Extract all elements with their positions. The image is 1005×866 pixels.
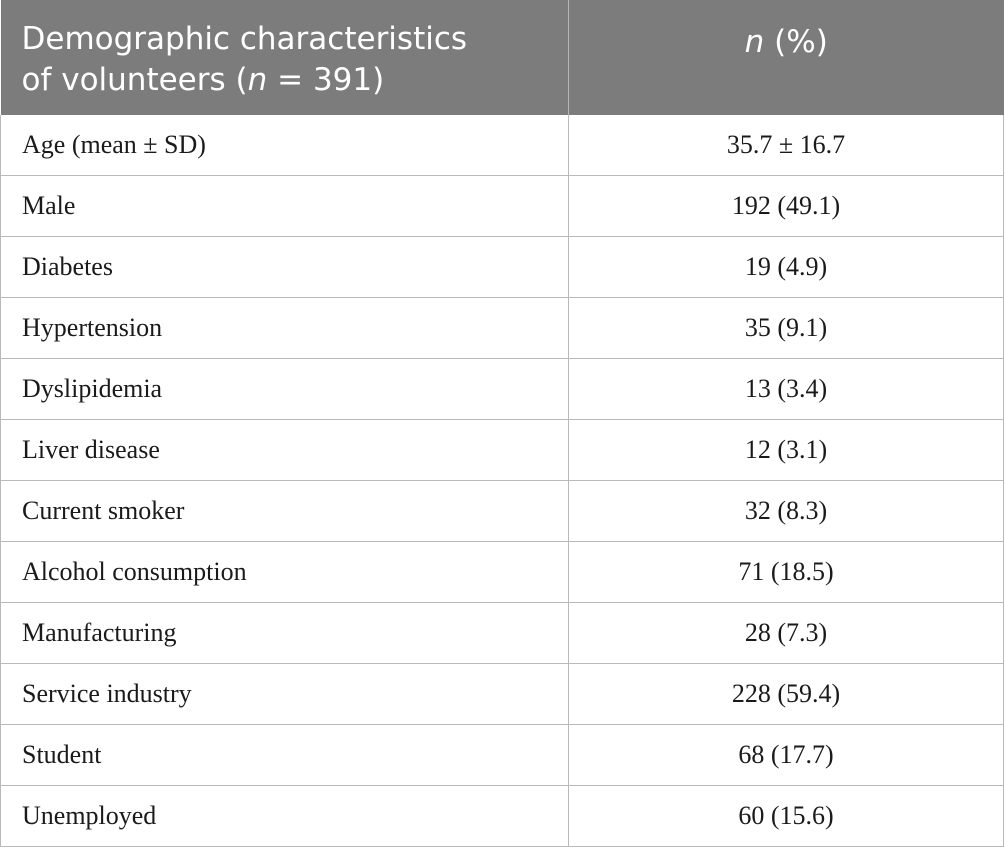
row-value: 68 (17.7) bbox=[568, 724, 1004, 786]
header-line-2-n: n bbox=[247, 62, 268, 98]
row-label: Student bbox=[0, 724, 569, 786]
row-label: Service industry bbox=[0, 663, 569, 725]
row-value: 19 (4.9) bbox=[568, 236, 1004, 298]
row-value: 32 (8.3) bbox=[568, 480, 1004, 542]
table-row: Unemployed 60 (15.6) bbox=[0, 785, 1004, 847]
row-label: Current smoker bbox=[0, 480, 569, 542]
table-row: Student 68 (17.7) bbox=[0, 724, 1004, 786]
table-header: Demographic characteristics of volunteer… bbox=[0, 0, 1004, 115]
row-value: 60 (15.6) bbox=[568, 785, 1004, 847]
header-characteristics: Demographic characteristics of volunteer… bbox=[0, 0, 569, 115]
table-row: Liver disease 12 (3.1) bbox=[0, 419, 1004, 481]
table-row: Male 192 (49.1) bbox=[0, 175, 1004, 237]
row-label: Male bbox=[0, 175, 569, 237]
row-label: Diabetes bbox=[0, 236, 569, 298]
row-value: 28 (7.3) bbox=[568, 602, 1004, 664]
table-row: Dyslipidemia 13 (3.4) bbox=[0, 358, 1004, 420]
row-label: Dyslipidemia bbox=[0, 358, 569, 420]
table-row: Manufacturing 28 (7.3) bbox=[0, 602, 1004, 664]
row-value: 35.7 ± 16.7 bbox=[568, 115, 1004, 176]
header-line-1: Demographic characteristics bbox=[21, 21, 468, 57]
row-value: 35 (9.1) bbox=[568, 297, 1004, 359]
row-label: Liver disease bbox=[0, 419, 569, 481]
table-row: Service industry 228 (59.4) bbox=[0, 663, 1004, 725]
header-row: Demographic characteristics of volunteer… bbox=[0, 0, 1004, 115]
row-value: 228 (59.4) bbox=[568, 663, 1004, 725]
table-body: Age (mean ± SD) 35.7 ± 16.7 Male 192 (49… bbox=[0, 115, 1004, 847]
table-row: Current smoker 32 (8.3) bbox=[0, 480, 1004, 542]
header-percent: (%) bbox=[764, 24, 828, 60]
row-value: 13 (3.4) bbox=[568, 358, 1004, 420]
row-label: Age (mean ± SD) bbox=[0, 115, 569, 176]
table-row: Diabetes 19 (4.9) bbox=[0, 236, 1004, 298]
header-n: n bbox=[744, 24, 765, 60]
row-label: Hypertension bbox=[0, 297, 569, 359]
header-n-percent: n (%) bbox=[568, 0, 1004, 115]
header-line-2-pre: of volunteers ( bbox=[21, 62, 248, 98]
row-value: 192 (49.1) bbox=[568, 175, 1004, 237]
row-label: Manufacturing bbox=[0, 602, 569, 664]
demographics-table: Demographic characteristics of volunteer… bbox=[0, 0, 1004, 847]
row-label: Unemployed bbox=[0, 785, 569, 847]
row-label: Alcohol consumption bbox=[0, 541, 569, 603]
table-row: Age (mean ± SD) 35.7 ± 16.7 bbox=[0, 115, 1004, 176]
header-line-2-post: = 391) bbox=[267, 62, 385, 98]
table-row: Hypertension 35 (9.1) bbox=[0, 297, 1004, 359]
row-value: 12 (3.1) bbox=[568, 419, 1004, 481]
row-value: 71 (18.5) bbox=[568, 541, 1004, 603]
table-row: Alcohol consumption 71 (18.5) bbox=[0, 541, 1004, 603]
